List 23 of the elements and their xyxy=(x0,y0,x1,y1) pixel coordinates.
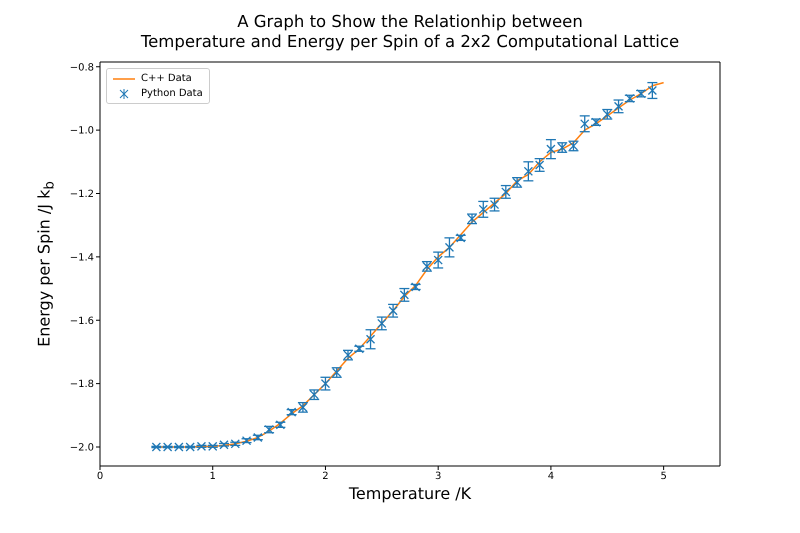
point xyxy=(388,306,398,316)
point xyxy=(524,166,534,176)
y-tick-label: −1.8 xyxy=(70,379,94,390)
y-tick-label: −1.4 xyxy=(70,252,94,264)
x-tick-label: 0 xyxy=(96,471,104,482)
x-tick-label: 4 xyxy=(548,471,554,482)
y-tick-label: −0.8 xyxy=(70,62,94,74)
x-tick-label: 3 xyxy=(434,471,442,482)
point xyxy=(648,86,658,96)
legend-label: C++ Data xyxy=(141,72,192,86)
point xyxy=(366,334,376,344)
y-tick-label: −1.0 xyxy=(70,126,94,137)
y-tick-label: −1.2 xyxy=(70,189,94,200)
x-tick-label: 2 xyxy=(322,471,329,482)
y-tick-label: −2.0 xyxy=(70,442,94,454)
x-tick-label: 1 xyxy=(210,471,216,482)
y-tick-label: −1.6 xyxy=(70,316,94,327)
legend-label: Python Data xyxy=(141,87,203,101)
chart-title: A Graph to Show the Relationhip between Temperature and Energy per Spin of a 2x2 Computational Lattice xyxy=(140,12,680,52)
point xyxy=(478,204,488,214)
x-tick-label: 5 xyxy=(660,471,667,482)
point xyxy=(444,242,454,252)
x-axis-title: Temperature /K xyxy=(348,484,472,503)
